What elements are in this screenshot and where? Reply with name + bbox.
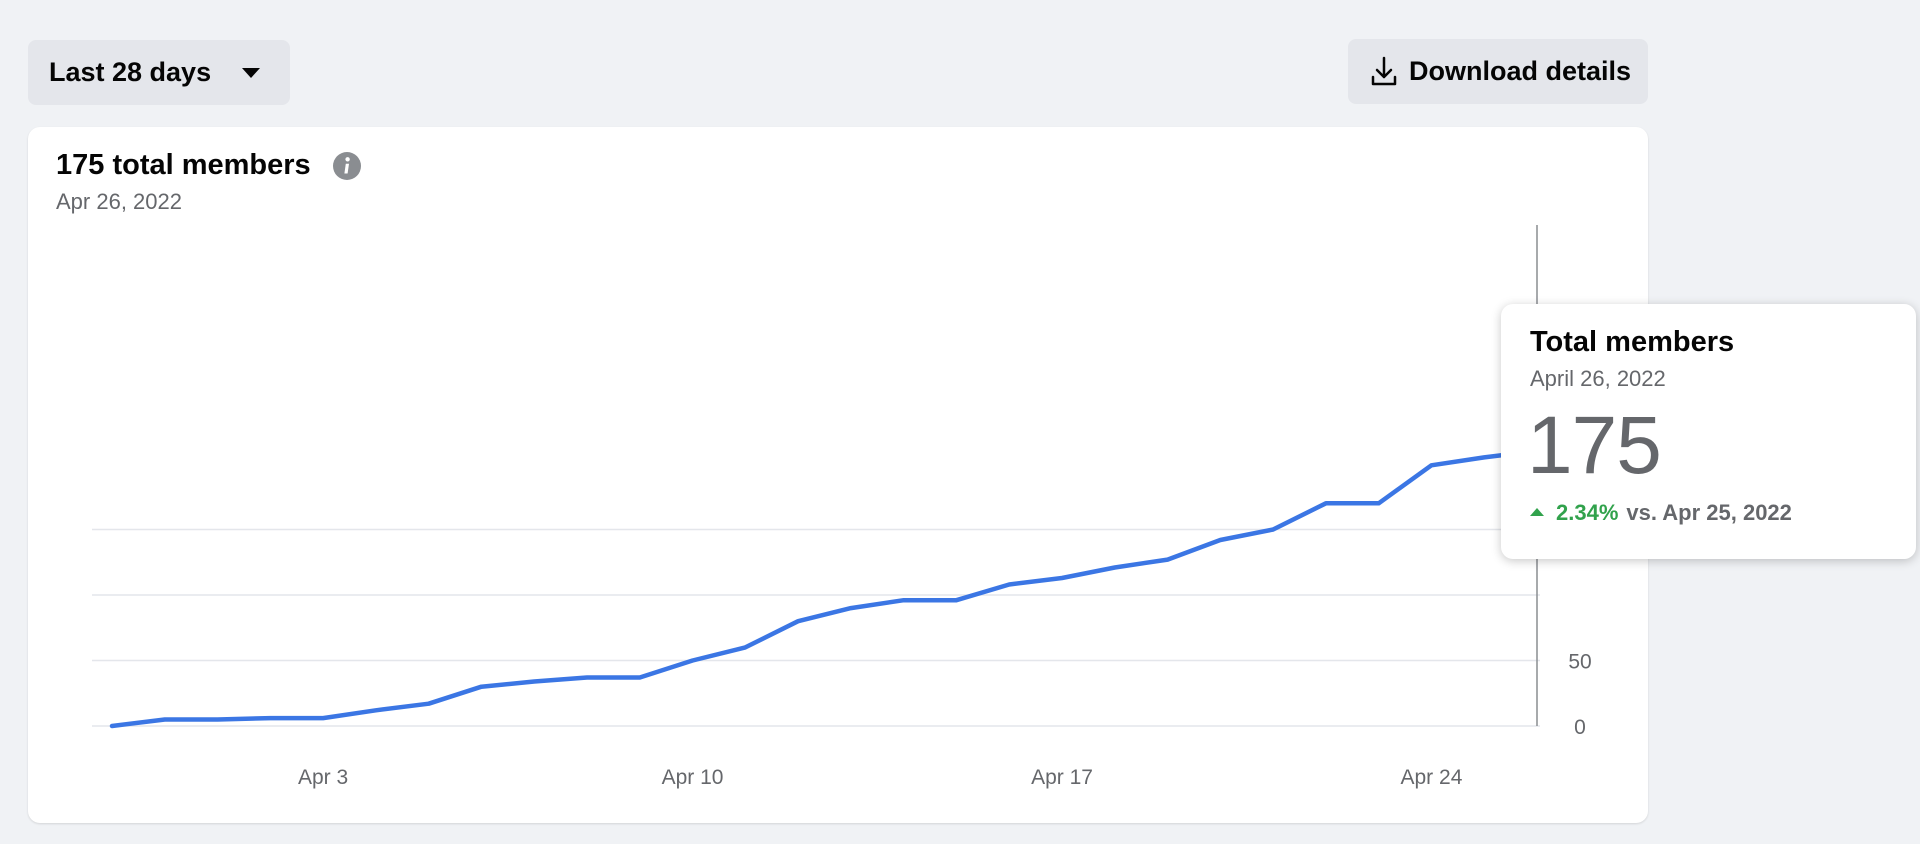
x-tick-label: Apr 10 xyxy=(662,766,724,789)
members-chart-card: 175 total members Apr 26, 2022 0 50 Apr 3 A… xyxy=(28,127,1648,823)
date-range-label: Last 28 days xyxy=(49,57,212,87)
grid-layer xyxy=(92,528,1540,727)
card-title: 175 total members xyxy=(56,149,311,181)
axis-layer: 0 50 Apr 3 Apr 10 Apr 17 Apr 24 xyxy=(298,225,1592,789)
arrow-up-icon xyxy=(1530,508,1544,516)
y-tick-label: 0 xyxy=(1574,716,1586,739)
info-icon[interactable] xyxy=(332,151,362,181)
line-layer xyxy=(109,435,1552,729)
series-line-total-members xyxy=(109,448,1540,729)
tooltip-title: Total members xyxy=(1530,326,1735,358)
chart-tooltip: Total members April 26, 2022 175 2.34% v… xyxy=(1501,304,1916,559)
tooltip-change: 2.34% vs. Apr 25, 2022 xyxy=(1530,500,1792,526)
tooltip-value: 175 xyxy=(1527,400,1662,491)
download-details-button[interactable]: Download details xyxy=(1348,39,1648,104)
card-date: Apr 26, 2022 xyxy=(56,189,182,214)
download-label: Download details xyxy=(1409,56,1632,86)
x-tick-label: Apr 17 xyxy=(1031,766,1093,789)
y-tick-label: 50 xyxy=(1568,651,1591,674)
tooltip-change-pct: 2.34% xyxy=(1556,500,1619,525)
date-range-dropdown[interactable]: Last 28 days xyxy=(28,40,290,105)
download-icon xyxy=(1371,56,1397,85)
caret-down-icon xyxy=(242,68,260,78)
members-line-chart[interactable]: 0 50 Apr 3 Apr 10 Apr 17 Apr 24 xyxy=(28,127,1648,823)
x-tick-label: Apr 3 xyxy=(298,766,348,789)
x-tick-label: Apr 24 xyxy=(1401,766,1463,789)
tooltip-date: April 26, 2022 xyxy=(1530,366,1666,391)
tooltip-change-vs: vs. Apr 25, 2022 xyxy=(1626,500,1792,525)
